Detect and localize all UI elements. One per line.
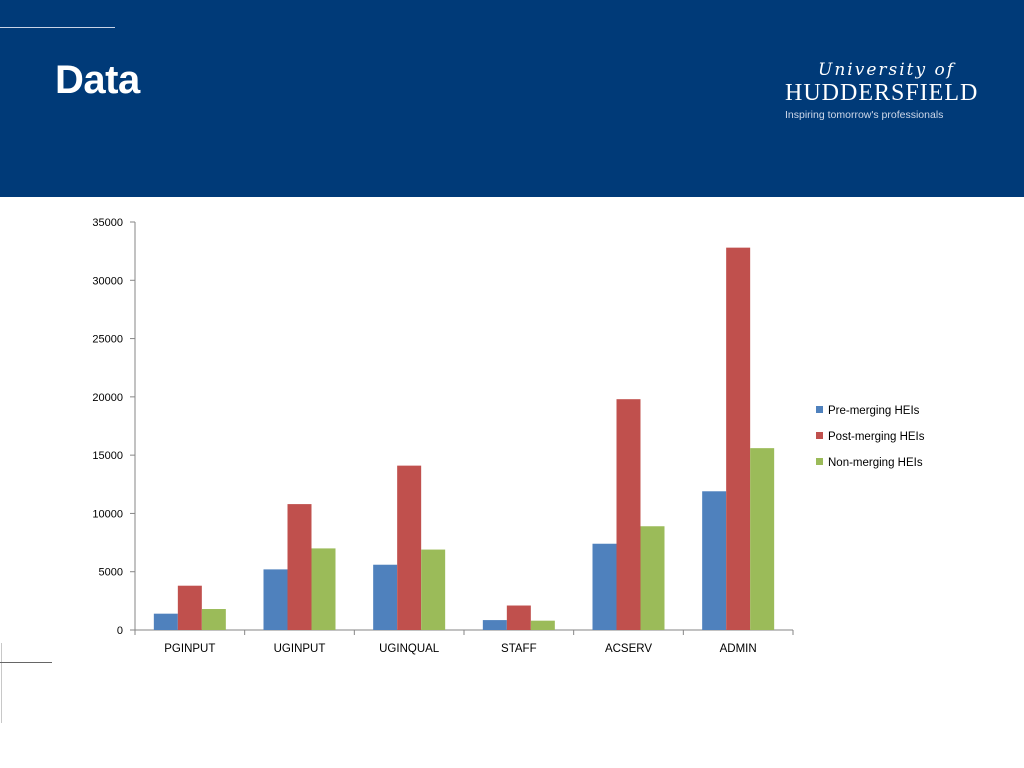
slide-title: Data: [55, 58, 140, 102]
bar: [397, 465, 422, 630]
bar: [530, 620, 555, 630]
chart-legend: Pre-merging HEIs Post-merging HEIs Non-mer…: [816, 405, 925, 469]
x-axis: PGINPUT UGINPUT UGINQUAL STAFF ACSERV ADMIN: [134, 629, 794, 655]
decorative-line: [0, 662, 52, 663]
logo-text-line2: HUDDERSFIELD: [785, 80, 979, 106]
bars-group: [153, 247, 775, 630]
legend-swatch: [816, 432, 823, 439]
bar: [153, 613, 178, 630]
decorative-line: [1, 643, 2, 723]
bar: [177, 585, 202, 630]
bar: [287, 504, 312, 630]
bar: [506, 605, 531, 630]
x-tick-label: ADMIN: [720, 643, 757, 655]
y-tick-label: 10000: [92, 508, 123, 520]
bar: [702, 491, 727, 630]
logo-text-line1: University of: [818, 60, 956, 80]
y-tick-label: 15000: [92, 450, 123, 462]
bar: [616, 399, 641, 630]
x-tick-label: STAFF: [501, 643, 537, 655]
y-tick-label: 30000: [92, 275, 123, 287]
bar: [421, 549, 446, 630]
legend-swatch: [816, 458, 823, 465]
x-tick-label: UGINPUT: [274, 643, 326, 655]
bar: [592, 543, 617, 630]
bar: [750, 448, 775, 630]
bar-chart: 0 5000 10000 15000 20000 25000 30000 35000 PGIN…: [92, 217, 925, 655]
x-tick-label: PGINPUT: [164, 643, 215, 655]
decorative-line: [0, 27, 115, 28]
y-tick-label: 5000: [99, 567, 123, 579]
bar: [263, 569, 288, 630]
bar: [482, 620, 507, 630]
bar: [640, 526, 665, 630]
legend-label: Post-merging HEIs: [828, 431, 925, 443]
y-tick-label: 0: [117, 625, 123, 637]
legend-label: Non-merging HEIs: [828, 457, 923, 469]
x-tick-label: ACSERV: [605, 643, 652, 655]
bar: [201, 609, 226, 630]
legend-label: Pre-merging HEIs: [828, 405, 920, 417]
y-tick-label: 35000: [92, 217, 123, 229]
logo-tagline: Inspiring tomorrow's professionals: [785, 109, 944, 121]
university-logo: University of HUDDERSFIELD Inspiring tom…: [785, 60, 979, 121]
y-tick-label: 20000: [92, 392, 123, 404]
header-banner: Data University of HUDDERSFIELD Inspirin…: [0, 0, 1024, 197]
bar: [311, 548, 336, 630]
y-axis: 0 5000 10000 15000 20000 25000 30000 35000: [92, 217, 136, 637]
header-background-rect: [0, 0, 1024, 197]
bar: [726, 247, 751, 630]
y-tick-label: 25000: [92, 334, 123, 346]
x-tick-label: UGINQUAL: [379, 643, 440, 655]
header-background: [0, 0, 1024, 197]
bar: [373, 564, 398, 630]
legend-swatch: [816, 406, 823, 413]
